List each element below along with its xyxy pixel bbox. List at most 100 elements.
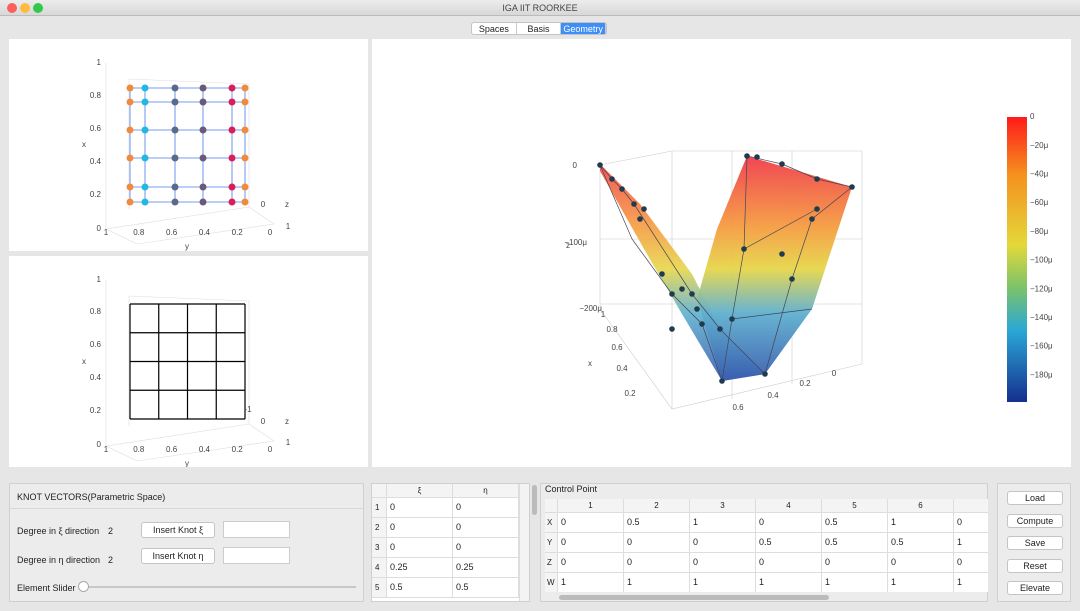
action-button[interactable]: Compute [1007, 513, 1063, 528]
control-point-cell[interactable]: 0.5 [756, 533, 822, 553]
control-point [597, 162, 603, 168]
colorbar-tick-label: −40μ [1030, 170, 1049, 179]
knot-cell[interactable]: 0 [387, 518, 453, 538]
x-axis-title: x [82, 140, 86, 149]
row-label: Y [545, 533, 558, 553]
control-point [126, 198, 134, 206]
control-point-cell[interactable]: 0 [558, 553, 624, 573]
knot-cell[interactable]: 0.25 [387, 558, 453, 578]
colorbar-tick-label: −100μ [1030, 256, 1053, 265]
action-button[interactable]: Save [1007, 536, 1063, 550]
y-tick-label: 0.8 [133, 228, 145, 237]
action-button[interactable]: Elevate [1007, 581, 1063, 595]
tab[interactable]: Geometry [561, 23, 606, 34]
minimize-button[interactable] [20, 3, 30, 13]
control-point-cell[interactable]: 0 [954, 553, 988, 573]
control-point-cell[interactable]: 0 [756, 553, 822, 573]
knot-cell[interactable]: 0 [387, 538, 453, 558]
insert-knot-eta[interactable]: Insert Knot η [141, 548, 215, 564]
control-point-cell[interactable]: 1 [954, 533, 988, 553]
knot-cell[interactable]: 0 [453, 518, 519, 538]
control-point-cell[interactable]: 0 [822, 553, 888, 573]
eta-input[interactable] [223, 547, 290, 564]
control-point-cell[interactable]: 0.5 [888, 533, 954, 553]
control-point [779, 251, 785, 257]
control-point [141, 154, 149, 162]
control-point-cell[interactable]: 0 [624, 533, 690, 553]
close-button[interactable] [7, 3, 17, 13]
control-point [779, 161, 785, 167]
control-point-cell[interactable]: 1 [558, 573, 624, 592]
knot-cell[interactable]: 0 [453, 498, 519, 518]
knot-cell[interactable]: 0.25 [453, 558, 519, 578]
axis-line [128, 78, 250, 85]
control-point [754, 154, 760, 160]
control-point-cell[interactable]: 0.5 [822, 533, 888, 553]
title-bar: IGA IIT ROORKEE [0, 0, 1080, 16]
control-point [699, 321, 705, 327]
axis-line [136, 223, 275, 245]
control-point [809, 216, 815, 222]
y-tick-label: 0.4 [199, 445, 211, 454]
y-tick-label: 0.2 [799, 379, 811, 388]
control-point [762, 371, 768, 377]
control-point [199, 198, 207, 206]
knot-cell[interactable]: 0 [453, 538, 519, 558]
row-label: Z [545, 553, 558, 573]
control-point-cell[interactable]: 0 [690, 553, 756, 573]
axis-line [128, 295, 250, 302]
insert-knot-xi[interactable]: Insert Knot ξ [141, 522, 215, 538]
knot-cell[interactable]: 0.5 [453, 578, 519, 598]
control-point [609, 176, 615, 182]
control-point-cell[interactable]: 0 [756, 513, 822, 533]
row-index: 3 [372, 538, 387, 558]
slider-thumb[interactable] [78, 581, 89, 592]
x-tick-label: 0 [97, 224, 102, 233]
control-point-cell[interactable]: 0.5 [624, 513, 690, 533]
action-button[interactable]: Load [1007, 491, 1063, 505]
knot-cell[interactable]: 0.5 [387, 578, 453, 598]
control-point [199, 154, 207, 162]
control-point-cell[interactable]: 0 [558, 513, 624, 533]
control-point [228, 84, 236, 92]
control-point [228, 98, 236, 106]
action-button[interactable]: Reset [1007, 558, 1063, 573]
control-point-cell[interactable]: 1 [756, 573, 822, 592]
control-point-cell[interactable]: 1 [624, 573, 690, 592]
control-point [141, 198, 149, 206]
control-point-cell[interactable]: 0.5 [822, 513, 888, 533]
control-point-cell[interactable]: 0 [624, 553, 690, 573]
header-cell: ξ [387, 484, 453, 498]
control-point-cell[interactable]: 1 [690, 513, 756, 533]
zoom-button[interactable] [33, 3, 43, 13]
control-point-cell[interactable]: 0 [558, 533, 624, 553]
y-tick-label: 0.6 [166, 228, 178, 237]
control-point [141, 98, 149, 106]
x-tick-label: 0.6 [90, 124, 102, 133]
knot-cell[interactable]: 0 [387, 498, 453, 518]
control-point-cell[interactable]: 1 [822, 573, 888, 592]
x-axis-title: x [82, 357, 86, 366]
control-point-cell[interactable]: 0 [690, 533, 756, 553]
control-point-cell[interactable]: 0 [888, 553, 954, 573]
splitter [532, 485, 537, 515]
control-point-cell[interactable]: 0 [954, 513, 988, 533]
control-point-cell[interactable]: 1 [888, 513, 954, 533]
divider [10, 508, 363, 509]
control-point [619, 186, 625, 192]
tab[interactable]: Basis [517, 23, 562, 34]
control-point-cell[interactable]: 1 [690, 573, 756, 592]
window-title: IGA IIT ROORKEE [502, 3, 578, 13]
y-tick-label: 0 [268, 228, 273, 237]
colorbar-tick-label: −80μ [1030, 227, 1049, 236]
control-point [228, 126, 236, 134]
control-point-cell[interactable]: 1 [888, 573, 954, 592]
x-tick-label: 1 [601, 310, 606, 319]
control-point-table: 1 2 3 4 5 6 X 0 0.5 1 0 0.5 1 0 Y 0 0 0 0.5 0.5 0.5 1 Z 0 0 0 0 0 0 0… [545, 499, 988, 592]
x-tick-label: 0.2 [624, 389, 636, 398]
xi-input[interactable] [223, 521, 290, 538]
knot-table: ξ η 1 0 0 2 0 0 3 0 0 4 0.25 0.25 5 0.5 0.5 [371, 483, 530, 602]
control-point [241, 126, 249, 134]
control-point-cell[interactable]: 1 [954, 573, 988, 592]
tab[interactable]: Spaces [472, 23, 517, 34]
